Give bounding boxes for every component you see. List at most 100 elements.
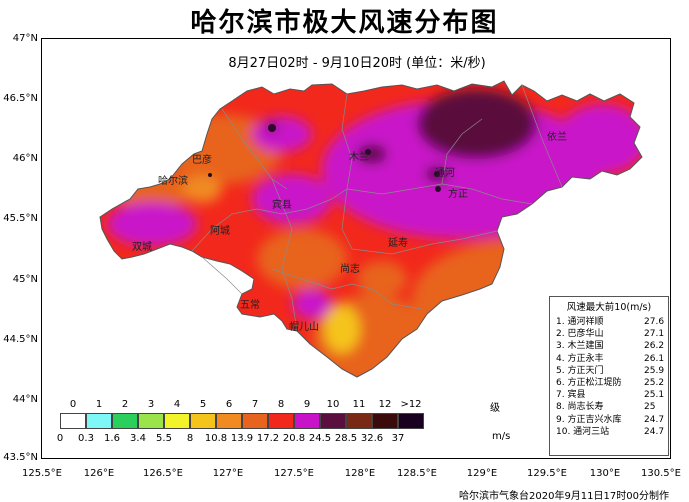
city-label-harbin: 哈尔滨 xyxy=(158,176,188,187)
scale-level-label: 7 xyxy=(251,399,259,410)
city-label-shangzhi: 尚志 xyxy=(340,264,360,275)
scale-bound-label: 8 xyxy=(186,433,194,444)
legend-value: 24.7 xyxy=(644,414,665,425)
scale-swatch xyxy=(190,413,216,429)
scale-swatch xyxy=(372,413,398,429)
scale-level-label: 6 xyxy=(225,399,233,410)
legend-value: 25.2 xyxy=(644,377,665,388)
scale-bound-label: 32.6 xyxy=(360,433,384,444)
scale-level-label: 5 xyxy=(199,399,207,410)
scale-level-label: 8 xyxy=(277,399,285,410)
legend-value: 25 xyxy=(644,402,656,413)
legend-row: 4. 方正永丰 26.1 xyxy=(550,353,668,365)
legend-station: 7. 宾县 xyxy=(556,390,586,401)
lon-tick: 126°E xyxy=(83,468,115,479)
legend-row: 9. 方正吉兴水库 24.7 xyxy=(550,414,668,426)
scale-swatch xyxy=(398,413,424,429)
lat-tick: 46.5°N xyxy=(3,93,38,104)
top10-legend: 风速最大前10(m/s) 1. 通河祥顺 27.6 2. 巴彦华山 27.1 3. … xyxy=(549,296,669,456)
lon-tick: 128.5°E xyxy=(397,468,437,479)
city-label-shuangcheng: 双城 xyxy=(132,242,152,253)
lat-tick: 45°N xyxy=(12,274,38,285)
scale-bound-label: 37 xyxy=(391,433,405,444)
city-label-fangzheng: 方正 xyxy=(448,189,468,200)
legend-value: 25.9 xyxy=(644,365,665,376)
scale-swatch xyxy=(112,413,138,429)
scale-level-label: >12 xyxy=(400,399,422,410)
legend-value: 24.7 xyxy=(644,426,665,437)
lon-tick: 130°E xyxy=(589,468,621,479)
scale-swatch xyxy=(60,413,86,429)
lat-tick: 47°N xyxy=(12,33,38,44)
scale-bound-label: 3.4 xyxy=(130,433,146,444)
lat-tick: 44°N xyxy=(12,394,38,405)
scale-level-label: 0 xyxy=(69,399,77,410)
scale-bound-label: 13.9 xyxy=(230,433,254,444)
legend-row: 3. 木兰建国 26.2 xyxy=(550,340,668,352)
lon-tick: 125.5°E xyxy=(22,468,62,479)
legend-value: 25.1 xyxy=(644,390,665,401)
city-label-wuchang: 五常 xyxy=(240,300,260,311)
map-title: 哈尔滨市极大风速分布图 xyxy=(190,8,499,38)
lat-tick: 45.5°N xyxy=(3,213,38,224)
scale-bound-label: 0 xyxy=(56,433,64,444)
scale-swatch xyxy=(138,413,164,429)
scale-bound-label: 28.5 xyxy=(334,433,358,444)
map-subtitle: 8月27日02时 - 9月10日20时 (单位：米/秒) xyxy=(228,56,486,71)
scale-swatch xyxy=(320,413,346,429)
legend-row: 2. 巴彦华山 27.1 xyxy=(550,328,668,340)
speed-unit: m/s xyxy=(492,431,511,442)
legend-row: 8. 尚志长寿 25 xyxy=(550,401,668,413)
city-label-binxian: 宾县 xyxy=(272,200,292,211)
legend-value: 27.6 xyxy=(644,317,665,327)
city-label-yilan: 依兰 xyxy=(547,132,567,143)
scale-level-label: 10 xyxy=(326,399,340,410)
scale-swatch xyxy=(294,413,320,429)
legend-title: 风速最大前10(m/s) xyxy=(566,302,652,313)
legend-row: 5. 方正天门 25.9 xyxy=(550,365,668,377)
legend-station: 4. 方正永丰 xyxy=(556,353,604,364)
lat-tick: 43.5°N xyxy=(3,452,38,463)
legend-row: 1. 通河祥顺 27.6 xyxy=(550,316,668,328)
scale-level-label: 1 xyxy=(95,399,103,410)
legend-station: 2. 巴彦华山 xyxy=(556,329,604,340)
lon-tick: 127°E xyxy=(212,468,244,479)
city-label-acheng: 阿城 xyxy=(210,226,230,237)
scale-bound-label: 17.2 xyxy=(256,433,280,444)
legend-station: 5. 方正天门 xyxy=(556,365,604,376)
level-unit: 级 xyxy=(490,403,500,414)
legend-station: 1. 通河祥顺 xyxy=(556,317,604,327)
scale-swatch xyxy=(164,413,190,429)
credit-line: 哈尔滨市气象台2020年9月11日17时00分制作 xyxy=(459,491,669,502)
city-label-yanshou: 延寿 xyxy=(388,238,408,249)
scale-level-label: 11 xyxy=(352,399,366,410)
legend-station: 3. 木兰建国 xyxy=(556,341,604,352)
legend-station: 6. 方正松江堤防 xyxy=(556,377,622,388)
scale-level-label: 12 xyxy=(378,399,392,410)
scale-swatch xyxy=(268,413,294,429)
lon-tick: 130.5°E xyxy=(641,468,681,479)
lon-tick: 129.5°E xyxy=(527,468,567,479)
legend-station: 10. 通河三站 xyxy=(556,426,610,437)
legend-row: 6. 方正松江堤防 25.2 xyxy=(550,377,668,389)
legend-value: 26.2 xyxy=(644,341,665,352)
city-label-maoershan: 帽儿山 xyxy=(289,322,319,333)
lon-tick: 126.5°E xyxy=(143,468,183,479)
city-label-bayan: 巴彦 xyxy=(192,155,212,166)
scale-level-label: 2 xyxy=(121,399,129,410)
scale-bound-label: 10.8 xyxy=(204,433,228,444)
scale-bound-label: 0.3 xyxy=(78,433,94,444)
scale-bound-label: 20.8 xyxy=(282,433,306,444)
scale-swatch xyxy=(346,413,372,429)
lat-tick: 46°N xyxy=(12,153,38,164)
scale-swatch xyxy=(86,413,112,429)
map-frame: 8月27日02时 - 9月10日20时 (单位：米/秒) 巴彦 哈尔滨 宾县 方… xyxy=(41,38,671,459)
scale-swatch xyxy=(242,413,268,429)
legend-station: 8. 尚志长寿 xyxy=(556,402,604,413)
city-label-tonghe: 通河 xyxy=(435,168,455,179)
city-label-mulan: 木兰 xyxy=(349,152,369,163)
lon-tick: 127.5°E xyxy=(274,468,314,479)
scale-bound-label: 24.5 xyxy=(308,433,332,444)
scale-bound-label: 5.5 xyxy=(156,433,172,444)
lat-tick: 44.5°N xyxy=(3,334,38,345)
